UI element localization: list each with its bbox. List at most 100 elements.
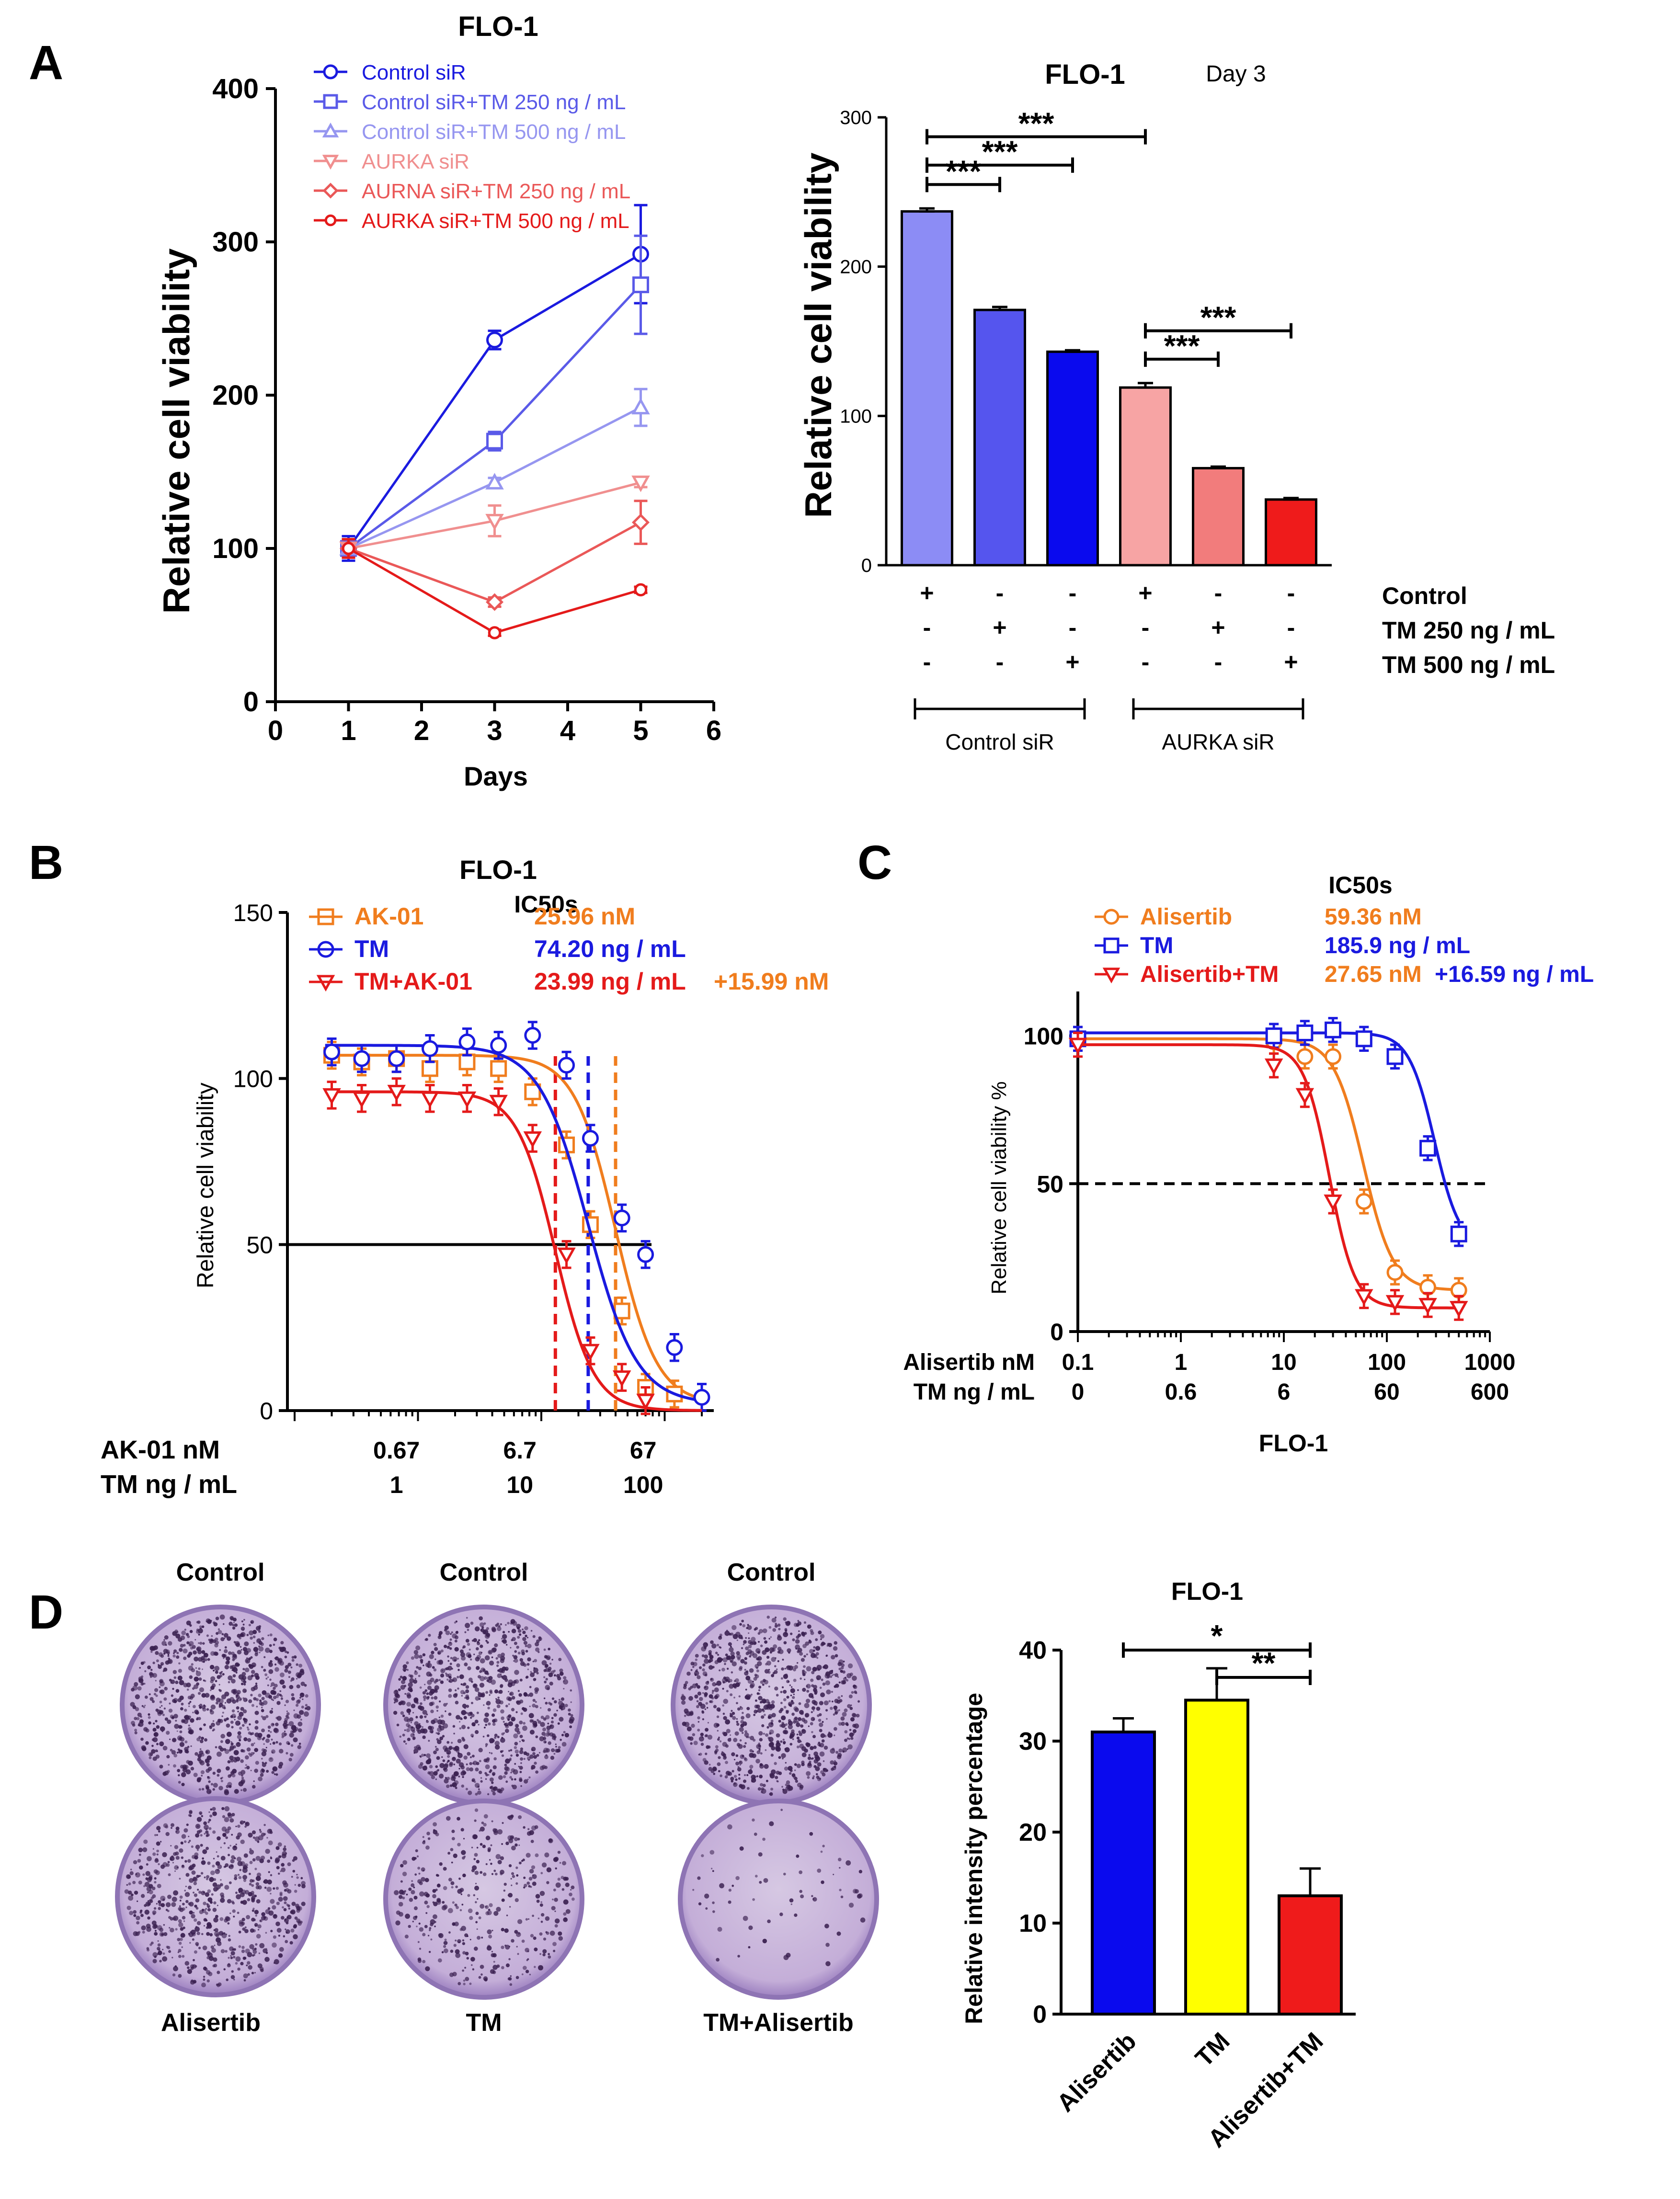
colony: [747, 1649, 752, 1654]
colony: [155, 1720, 158, 1722]
data-point: [523, 1131, 542, 1148]
colony: [525, 1644, 527, 1647]
colony: [738, 1695, 741, 1698]
colony: [235, 1825, 237, 1827]
colony: [723, 1698, 729, 1704]
colony: [529, 1705, 531, 1708]
colony: [536, 1639, 540, 1643]
colony: [492, 1722, 496, 1726]
colony: [435, 1889, 438, 1891]
colony: [423, 1754, 426, 1756]
colony: [252, 1836, 255, 1839]
colony: [438, 1716, 441, 1719]
colony: [275, 1717, 278, 1720]
colony: [445, 1710, 446, 1712]
colony: [163, 1924, 165, 1926]
colony: [419, 1655, 423, 1659]
colony: [278, 1855, 281, 1859]
colony: [296, 1663, 298, 1666]
colony: [213, 1783, 218, 1788]
colony: [810, 1746, 814, 1750]
colony: [749, 1735, 754, 1741]
colony: [454, 1779, 456, 1782]
colony: [297, 1674, 301, 1679]
colony: [411, 1880, 413, 1882]
colony: [180, 1765, 184, 1769]
colony: [245, 1822, 248, 1825]
colony: [291, 1697, 295, 1701]
colony: [177, 1637, 183, 1642]
colony: [188, 1835, 190, 1837]
colony: [424, 1689, 428, 1692]
colony: [274, 1773, 276, 1776]
colony: [533, 1936, 537, 1940]
colony: [485, 1778, 487, 1780]
colony: [791, 1686, 793, 1688]
colony: [477, 1675, 481, 1679]
colony: [507, 1718, 510, 1721]
colony: [428, 1633, 431, 1637]
colony: [785, 1673, 788, 1677]
colony: [758, 1731, 763, 1736]
colony: [517, 1953, 519, 1955]
colony: [243, 1973, 248, 1979]
colony: [820, 1634, 825, 1639]
colony: [235, 1756, 240, 1762]
colony: [532, 1661, 534, 1663]
colony: [199, 1706, 202, 1709]
colony: [152, 1959, 157, 1963]
colony: [508, 1946, 511, 1948]
colony: [471, 1964, 473, 1966]
colony: [842, 1750, 845, 1753]
colony: [797, 1619, 800, 1622]
data-point: [352, 1091, 371, 1108]
colony: [426, 1905, 430, 1908]
colony: [739, 1761, 741, 1763]
colony: [446, 1777, 450, 1780]
colony: [246, 1747, 251, 1752]
colony: [517, 1652, 521, 1655]
colony: [159, 1765, 163, 1769]
colony: [563, 1688, 565, 1690]
colony: [165, 1902, 171, 1907]
colony: [463, 1838, 465, 1840]
colony: [205, 1828, 208, 1831]
colony: [527, 1828, 530, 1830]
colony: [539, 1903, 543, 1907]
series-line: [348, 547, 641, 634]
colony: [215, 1701, 219, 1705]
colony: [196, 1647, 200, 1652]
colony: [178, 1669, 183, 1673]
colony: [170, 1845, 172, 1847]
colony: [786, 1952, 791, 1958]
colony: [743, 1779, 747, 1783]
colony: [254, 1910, 259, 1914]
colony: [206, 1763, 210, 1767]
colony: [178, 1919, 182, 1923]
colony: [492, 1792, 496, 1796]
colony: [297, 1728, 302, 1732]
colony: [229, 1912, 231, 1914]
colony: [220, 1949, 225, 1953]
colony: [463, 1979, 466, 1982]
colony: [471, 1755, 475, 1758]
legend-label: TM+AK-01: [354, 968, 472, 995]
colony: [758, 1641, 760, 1643]
data-point: [581, 1344, 600, 1361]
colony: [152, 1852, 156, 1856]
colony: [223, 1633, 229, 1638]
colony: [749, 1655, 752, 1658]
legend-label: Alisertib: [1140, 904, 1232, 930]
colony: [760, 1752, 763, 1755]
colony: [493, 1718, 498, 1722]
colony: [203, 1652, 208, 1658]
colony: [406, 1702, 411, 1707]
colony: [285, 1665, 289, 1669]
colony: [769, 1707, 773, 1710]
colony: [532, 1752, 536, 1755]
colony: [228, 1938, 231, 1942]
colony: [775, 1776, 778, 1779]
data-point: [1450, 1225, 1467, 1242]
colony: [172, 1687, 174, 1690]
